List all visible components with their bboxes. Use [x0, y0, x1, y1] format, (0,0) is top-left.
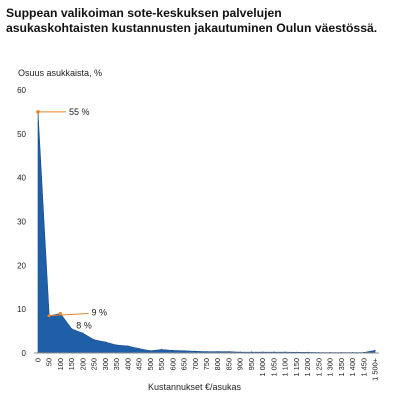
x-tick-label: 500 [146, 358, 155, 370]
x-tick-label: 1 150 [292, 358, 301, 377]
x-tick-label: 800 [213, 358, 222, 370]
data-point [127, 345, 129, 347]
x-tick-label: 1 200 [303, 358, 312, 377]
data-point [284, 351, 286, 353]
x-tick-label: 1 000 [258, 358, 267, 377]
x-tick-label: 300 [101, 358, 110, 370]
x-tick-label: 750 [202, 358, 211, 370]
annotation-label: 9 % [91, 308, 107, 318]
x-tick-label: 200 [78, 358, 87, 370]
x-tick-label: 1 500+ [371, 358, 380, 381]
y-tick-label: 10 [17, 305, 26, 314]
data-point [217, 351, 219, 353]
area-series [37, 111, 376, 354]
x-tick-label: 700 [191, 358, 200, 370]
data-point [205, 351, 208, 353]
data-point [172, 349, 174, 351]
x-tick-label: 900 [236, 358, 245, 370]
x-tick-label: 250 [90, 358, 99, 370]
data-point [228, 351, 230, 353]
x-tick-label: 1 250 [314, 358, 323, 377]
x-tick-label: 600 [168, 358, 177, 370]
data-point [262, 351, 264, 353]
x-tick-label: 550 [157, 358, 166, 370]
annotation-marker [47, 314, 51, 318]
y-ticks: 0 10 20 30 40 50 60 [17, 86, 26, 358]
x-tick-label: 400 [123, 358, 132, 370]
x-axis-label: Kustannukset €/asukas [148, 382, 242, 392]
x-tick-label: 150 [67, 358, 76, 370]
annotations: 55 % 8 % 9 % [36, 107, 107, 331]
data-point [138, 348, 140, 350]
data-point [250, 351, 253, 353]
x-tick-label: 100 [56, 358, 65, 370]
data-point [183, 350, 185, 352]
y-tick-label: 20 [17, 261, 26, 270]
data-point [82, 332, 84, 334]
x-tick-label: 1 100 [281, 358, 290, 377]
annotation-leader [47, 313, 89, 317]
x-tick-label: 1 350 [337, 358, 346, 377]
y-tick-label: 0 [22, 349, 27, 358]
data-point [374, 349, 376, 351]
x-tick-label: 350 [112, 358, 121, 370]
annotation-label: 8 % [76, 321, 92, 331]
y-axis-label: Osuus asukkaista, % [18, 68, 102, 78]
plot-area [37, 111, 376, 354]
x-tick-label: 950 [247, 358, 256, 370]
x-tick-label: 1 300 [326, 358, 335, 377]
data-point [149, 350, 151, 352]
data-point [239, 351, 241, 353]
y-tick-label: 60 [17, 86, 26, 95]
y-tick-label: 40 [17, 174, 26, 183]
data-point [71, 328, 73, 330]
x-tick-label: 850 [224, 358, 233, 370]
x-tick-label: 450 [135, 358, 144, 370]
data-point [104, 341, 106, 343]
data-point [273, 351, 275, 353]
chart-title: Suppean valikoiman sote-keskuksen palvel… [6, 6, 378, 35]
data-point [194, 350, 196, 352]
x-tick-label: 650 [180, 358, 189, 370]
data-point [93, 339, 95, 341]
data-point [116, 344, 118, 346]
x-tick-label: 0 [34, 358, 43, 362]
annotation-marker [58, 312, 62, 316]
y-tick-label: 50 [17, 130, 26, 139]
x-tick-label: 1 050 [269, 358, 278, 377]
annotation-label: 55 % [69, 107, 90, 117]
annotation-marker [36, 110, 40, 114]
x-tick-label: 1 450 [359, 358, 368, 377]
x-tick-label: 50 [45, 358, 54, 366]
x-ticks: 0 50 100 150 200 250 300 350 400 450 500 550 600 650 7… [34, 358, 380, 381]
data-point [160, 348, 163, 351]
x-tick-label: 1 400 [348, 358, 357, 377]
y-tick-label: 30 [17, 218, 26, 227]
